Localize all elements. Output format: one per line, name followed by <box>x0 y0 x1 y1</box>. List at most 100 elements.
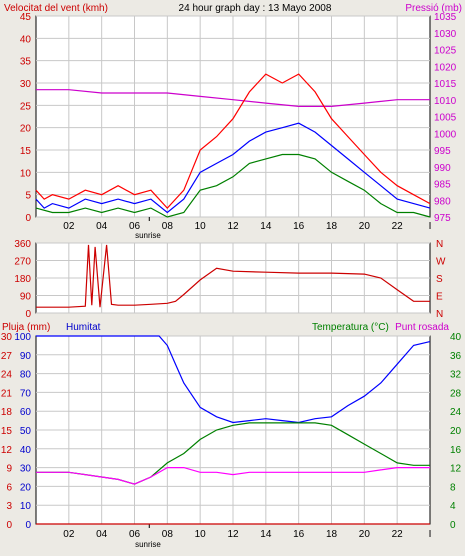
temperature-chart-xtick: 12 <box>227 529 239 540</box>
temperatura-ytick: 32 <box>450 370 462 381</box>
wind-chart-xtick: 18 <box>326 221 338 232</box>
pluja-ytick: 21 <box>1 388 13 399</box>
wind-ytick: 10 <box>20 168 32 179</box>
wind-axis-title: Velocitat del vent (kmh) <box>4 3 108 14</box>
temperature-chart-xtick: 14 <box>260 529 272 540</box>
pluja-ytick: 0 <box>6 520 12 531</box>
temperature-chart-xtick: 04 <box>96 529 108 540</box>
pluja-ytick: 18 <box>1 407 13 418</box>
pressure-ytick: 1000 <box>434 129 457 140</box>
temperatura-ytick: 4 <box>450 501 456 512</box>
direction-ytick: 0 <box>25 309 31 320</box>
humitat-ytick: 30 <box>20 464 32 475</box>
direction-label: E <box>436 292 443 303</box>
humitat-ytick: 20 <box>20 482 32 493</box>
temperature-chart-xtick: 02 <box>63 529 75 540</box>
wind-ytick: 15 <box>20 146 32 157</box>
pluja-ytick: 12 <box>1 445 13 456</box>
temperatura-ytick: 24 <box>450 407 462 418</box>
direction-ytick: 270 <box>14 257 31 268</box>
temperature-chart-xtick: 06 <box>129 529 141 540</box>
wind-chart-xtick: 14 <box>260 221 272 232</box>
wind-chart-xtick: 12 <box>227 221 239 232</box>
temperature-chart-xtick: 22 <box>392 529 404 540</box>
pressure-ytick: 985 <box>434 180 451 191</box>
pressure-ytick: 980 <box>434 196 451 207</box>
pressure-ytick: 1030 <box>434 29 457 40</box>
pluja-ytick: 27 <box>1 351 13 362</box>
punt-rosada-axis-title: Punt rosada <box>395 322 449 333</box>
humitat-ytick: 100 <box>14 332 31 343</box>
series-min <box>35 153 431 218</box>
pluja-axis-title: Pluja (mm) <box>2 322 50 333</box>
wind-chart-xtick: 20 <box>359 221 371 232</box>
series-gust <box>35 73 431 209</box>
humitat-ytick: 80 <box>20 370 32 381</box>
pressure-ytick: 1020 <box>434 62 457 73</box>
pressure-axis-title: Pressió (mb) <box>405 3 462 14</box>
temperature-chart-xtick: 20 <box>359 529 371 540</box>
pressure-ytick: 1035 <box>434 12 457 23</box>
temperatura-ytick: 28 <box>450 388 462 399</box>
wind-chart-xtick: 06 <box>129 221 141 232</box>
humitat-ytick: 60 <box>20 407 32 418</box>
temperatura-ytick: 36 <box>450 351 462 362</box>
pluja-ytick: 9 <box>6 464 12 475</box>
humitat-ytick: 70 <box>20 388 32 399</box>
chart-title: 24 hour graph day : 13 Mayo 2008 <box>179 3 332 14</box>
wind-ytick: 35 <box>20 57 32 68</box>
direction-label: N <box>436 309 443 320</box>
wind-ytick: 30 <box>20 79 32 90</box>
temperatura-ytick: 16 <box>450 445 462 456</box>
wind-chart-xtick: I <box>429 221 432 232</box>
humitat-ytick: 0 <box>25 520 31 531</box>
wind-chart-xtick: 02 <box>63 221 75 232</box>
temperatura-ytick: 12 <box>450 464 462 475</box>
direction-ytick: 360 <box>14 239 31 250</box>
pressure-ytick: 1025 <box>434 46 457 57</box>
temperatura-axis-title: Temperatura (°C) <box>312 322 389 333</box>
series-average <box>35 122 431 214</box>
temperature-chart-xtick: 18 <box>326 529 338 540</box>
temperatura-ytick: 8 <box>450 482 456 493</box>
direction-label: S <box>436 274 443 285</box>
pressure-ytick: 975 <box>434 213 451 224</box>
pressure-ytick: 995 <box>434 146 451 157</box>
sunrise-label: sunrise <box>135 231 161 240</box>
pressure-ytick: 1005 <box>434 113 457 124</box>
pluja-ytick: 24 <box>1 370 13 381</box>
sunrise-label: sunrise <box>135 540 161 549</box>
pluja-ytick: 15 <box>1 426 13 437</box>
temperature-chart-xtick: 08 <box>162 529 174 540</box>
temperatura-ytick: 0 <box>450 520 456 531</box>
pluja-ytick: 30 <box>1 332 13 343</box>
temperature-chart-xtick: I <box>429 529 432 540</box>
temperatura-ytick: 20 <box>450 426 462 437</box>
wind-chart-xtick: 16 <box>293 221 305 232</box>
wind-ytick: 0 <box>25 213 31 224</box>
temperature-chart-xtick: 10 <box>195 529 207 540</box>
temperatura-ytick: 40 <box>450 332 462 343</box>
humitat-ytick: 40 <box>20 445 32 456</box>
pressure-ytick: 1015 <box>434 79 457 90</box>
series-punt_rosada <box>36 467 430 485</box>
series-pressure <box>36 89 430 108</box>
pressure-ytick: 990 <box>434 163 451 174</box>
wind-ytick: 40 <box>20 34 32 45</box>
humitat-ytick: 90 <box>20 351 32 362</box>
direction-ytick: 90 <box>20 292 32 303</box>
humitat-axis-title: Humitat <box>66 322 101 333</box>
temperature-chart-xtick: 16 <box>293 529 305 540</box>
direction-ytick: 180 <box>14 274 31 285</box>
wind-chart-xtick: 10 <box>195 221 207 232</box>
wind-chart-xtick: 08 <box>162 221 174 232</box>
wind-ytick: 5 <box>25 191 31 202</box>
wind-chart-xtick: 04 <box>96 221 108 232</box>
wind-ytick: 20 <box>20 124 32 135</box>
humitat-ytick: 50 <box>20 426 32 437</box>
wind-ytick: 25 <box>20 101 32 112</box>
pluja-ytick: 6 <box>6 482 12 493</box>
series-humitat <box>36 335 431 424</box>
